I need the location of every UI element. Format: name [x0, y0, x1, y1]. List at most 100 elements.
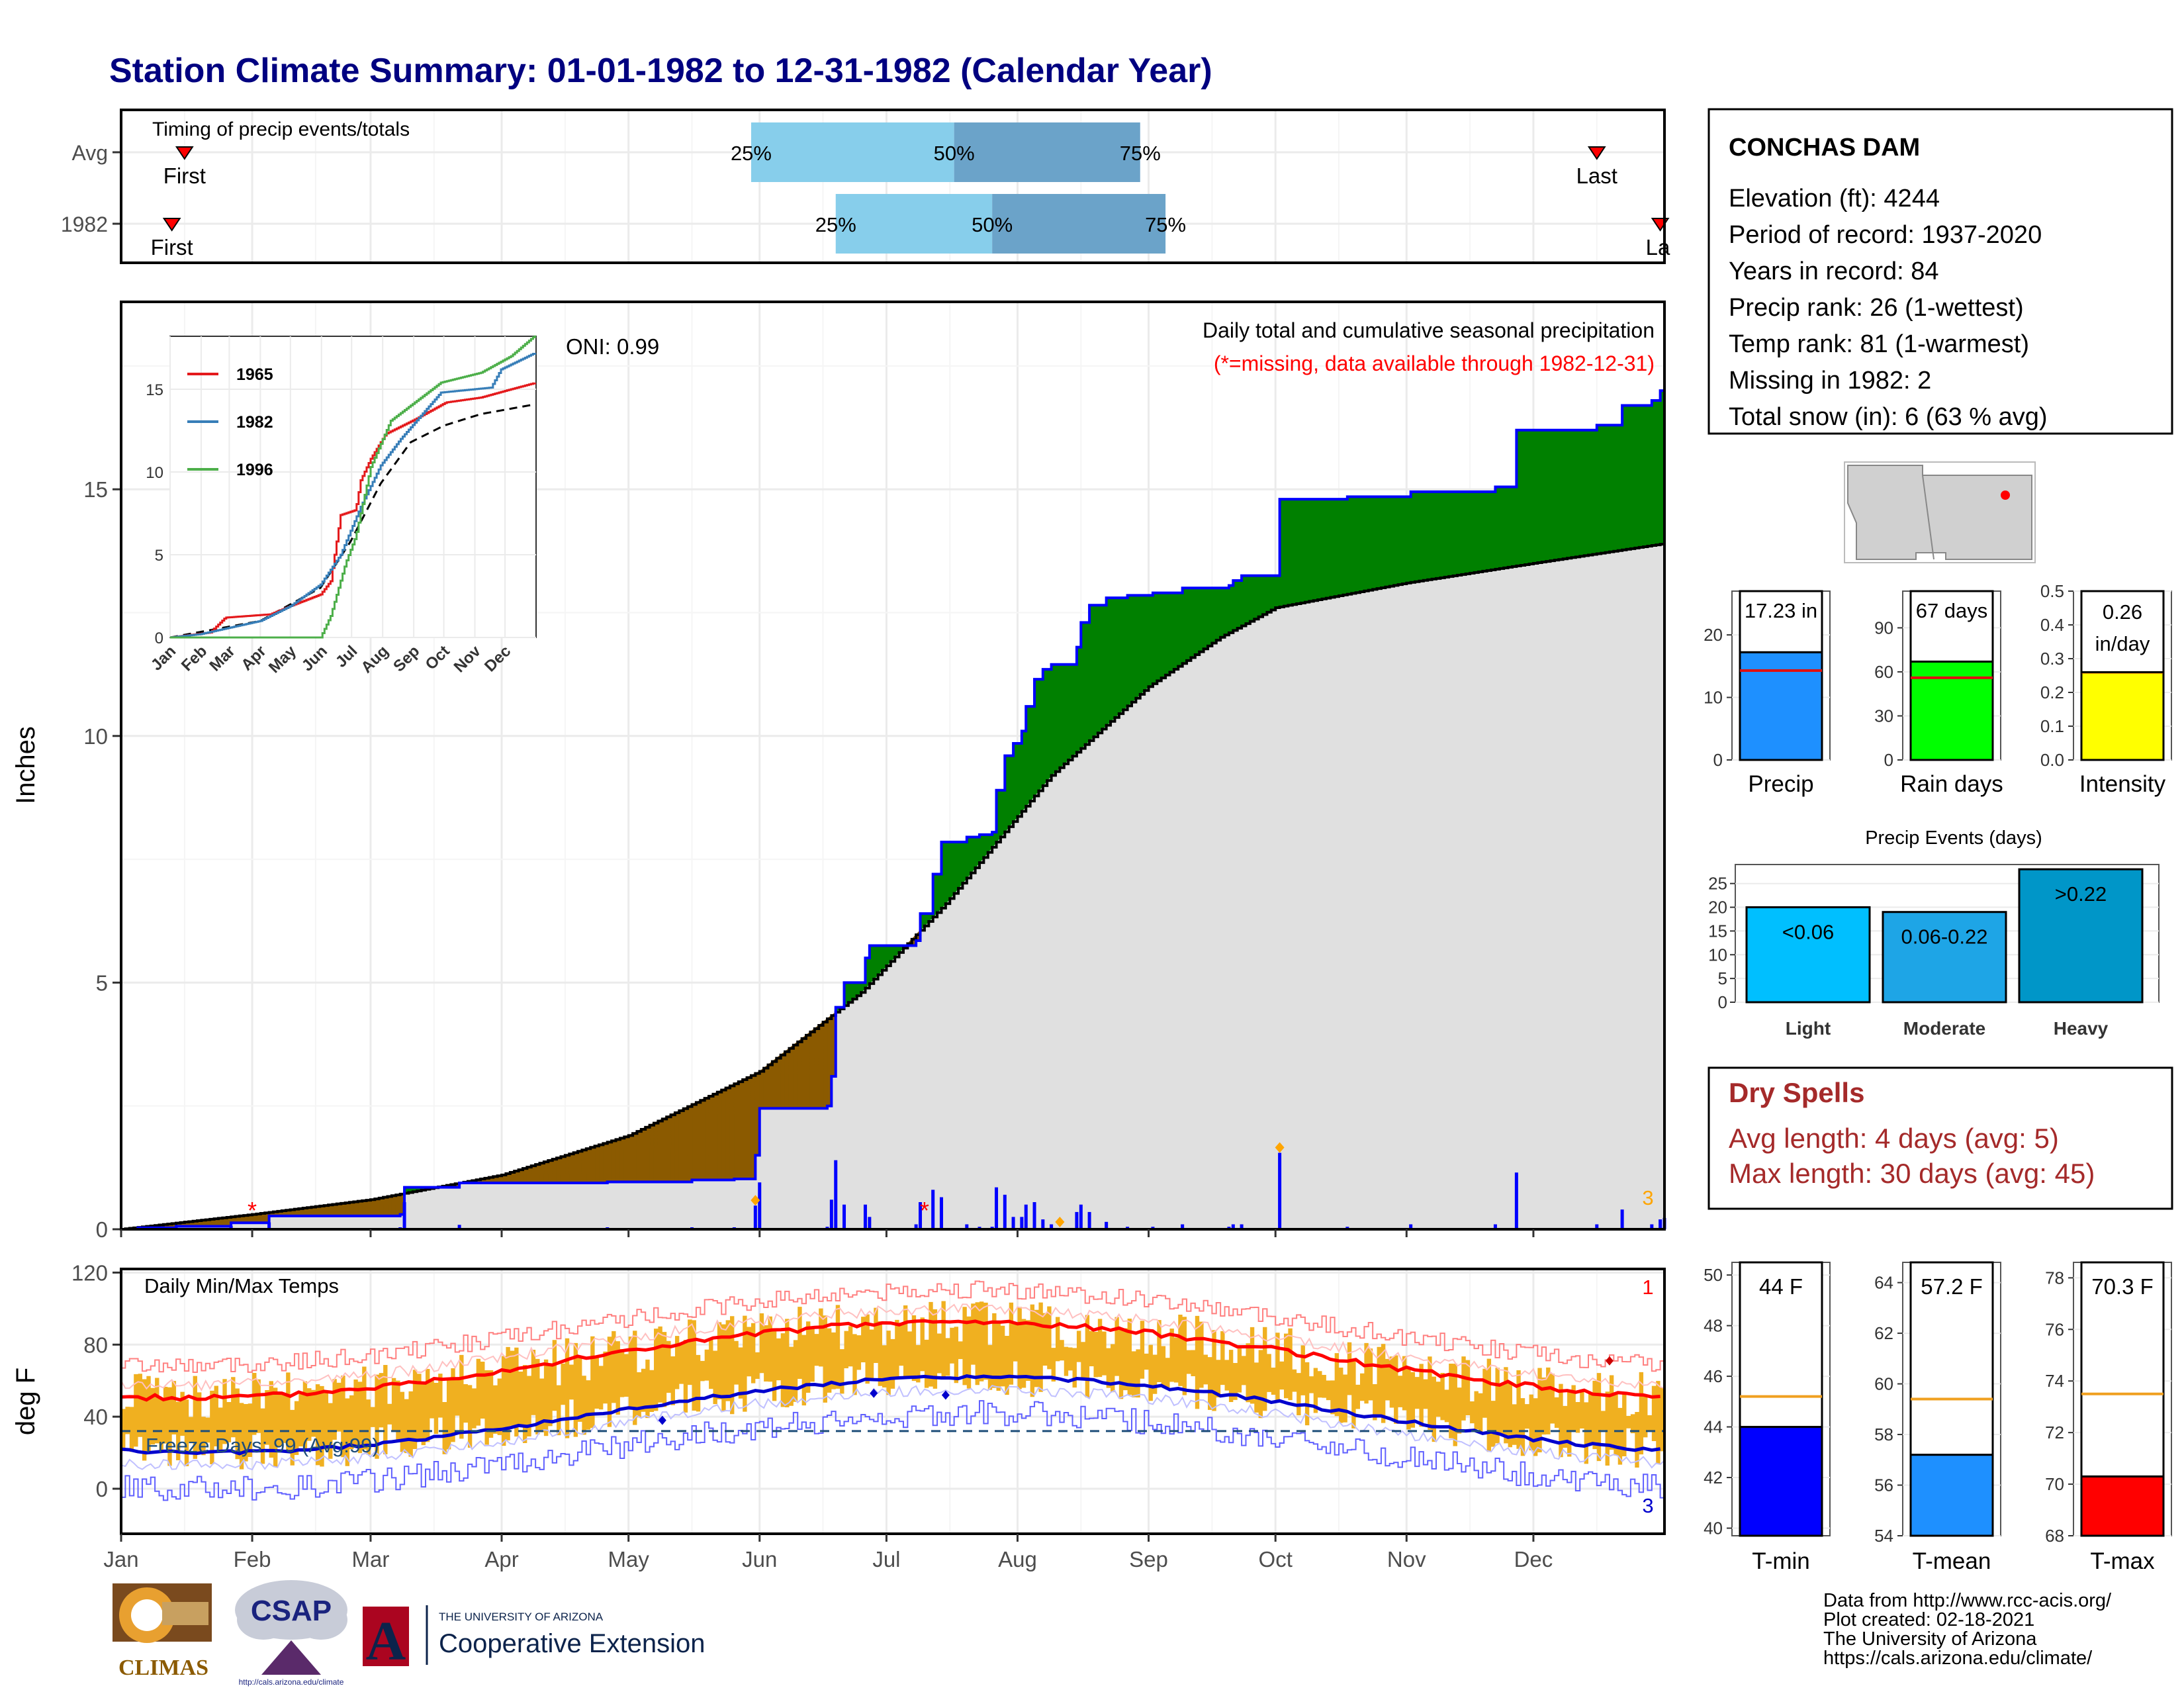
- month-label: Mar: [352, 1547, 390, 1571]
- month-label: May: [608, 1547, 650, 1571]
- record-low-marker: [941, 1390, 950, 1400]
- timing-first-marker: [175, 146, 194, 160]
- climas-logo: CLIMAS: [113, 1583, 212, 1680]
- summary-y-tick-label: 0.2: [2040, 682, 2064, 702]
- daily-precip-bar: [829, 1199, 833, 1229]
- inset-series-line-1965: [170, 382, 536, 639]
- inset-legend-label: 1996: [236, 461, 273, 479]
- record-low-marker: [658, 1415, 666, 1425]
- daily-precip-bar: [1181, 1224, 1185, 1229]
- avg-cumulative-line: [121, 543, 1666, 1231]
- record-max-line: [121, 1280, 1665, 1374]
- page-title: Station Climate Summary: 01-01-1982 to 1…: [109, 52, 1212, 90]
- locator-map: [1844, 461, 2036, 563]
- summary-y-tick-label: 60: [1874, 662, 1893, 682]
- temp-summary-y-tick-label: 54: [1874, 1526, 1893, 1546]
- freeze-days-label: Freeze Days: 99 (Avg:99): [146, 1434, 379, 1457]
- station-line-snow: Total snow (in): 6 (63 % avg): [1729, 403, 2048, 431]
- events-title: Precip Events (days): [1865, 827, 2042, 849]
- dry-spells-avg: Avg length: 4 days (avg: 5): [1729, 1123, 2059, 1154]
- events-bar-light: [1745, 906, 1871, 1004]
- daily-precip-bar: [457, 1225, 461, 1229]
- summary-value-label: 0.26: [2103, 600, 2142, 624]
- summary-bars: 0 10 20 17.23 in Precip 0 30 60 90 67 days Rain da…: [1704, 581, 2172, 797]
- summary-value-label: 67 days: [1916, 599, 1988, 622]
- ua-small-text: THE UNIVERSITY OF ARIZONA: [439, 1611, 604, 1623]
- temp-summary-y-tick-label: 68: [2045, 1526, 2064, 1546]
- daily-precip-bar: [1079, 1204, 1083, 1229]
- climas-logo-text: CLIMAS: [118, 1656, 208, 1680]
- daily-precip-bar: [834, 1160, 838, 1229]
- timing-label-25: 25%: [731, 142, 772, 165]
- daily-precip-bar: [402, 1202, 406, 1229]
- normal-max-band-line: [120, 1303, 1665, 1391]
- temp-summary-category-label: T-max: [2090, 1548, 2155, 1574]
- temp-summary-y-tick-label: 60: [1874, 1374, 1893, 1394]
- precip-y-tick-label: 0: [96, 1217, 108, 1242]
- temp-summary-y-tick-label: 40: [1704, 1519, 1723, 1538]
- temp-summary-y-tick-label: 78: [2045, 1268, 2064, 1288]
- daily-precip-bar: [914, 1224, 918, 1229]
- inset-plot-area: [169, 336, 537, 638]
- daily-precip-bar: [863, 1204, 867, 1229]
- temp-summary-y-tick-label: 58: [1874, 1425, 1893, 1444]
- inset-legend-label: 1982: [236, 413, 273, 432]
- average-min-temp-line: [120, 1374, 1661, 1456]
- record-high-marker: [1605, 1356, 1614, 1366]
- station-line-elevation: Elevation (ft): 4244: [1729, 185, 1940, 212]
- month-label: Dec: [1514, 1547, 1553, 1571]
- daily-precip-bar: [1011, 1217, 1015, 1229]
- missing-data-marker: *: [248, 1197, 257, 1224]
- daily-precip-bar: [1050, 1224, 1054, 1229]
- temp-y-tick-label: 0: [96, 1477, 108, 1501]
- events-y-tick-label: 0: [1718, 992, 1727, 1012]
- events-y-tick-label: 15: [1708, 921, 1727, 941]
- daily-precip-bar: [1024, 1204, 1028, 1229]
- timing-box-25-50: [751, 122, 954, 182]
- summary-label-box: [1909, 590, 1994, 663]
- timing-row-label: Avg: [71, 141, 108, 165]
- oni-label: ONI: 0.99: [566, 334, 659, 359]
- events-y-tick-label: 5: [1718, 968, 1727, 988]
- temp-summary-value-label: 70.3 F: [2091, 1274, 2154, 1299]
- station-line-missing: Missing in 1982: 2: [1729, 367, 1931, 395]
- temp-summary-y-tick-label: 48: [1704, 1316, 1723, 1336]
- daily-precip-bar: [1409, 1224, 1413, 1229]
- inset-y-tick-label: 15: [146, 381, 163, 399]
- daily-precip-bar: [919, 1202, 923, 1229]
- summary-category-label: Intensity: [2079, 771, 2166, 797]
- temp-record-high-count: 1: [1642, 1276, 1653, 1299]
- events-bar-moderate: [1882, 911, 2007, 1004]
- credit-data-source: Data from http://www.rcc-acis.org/: [1823, 1590, 2112, 1611]
- month-label: Jun: [742, 1547, 777, 1571]
- daily-precip-bar: [931, 1190, 935, 1229]
- temp-summary-y-tick-label: 56: [1874, 1476, 1893, 1495]
- precip-y-tick-label: 10: [83, 724, 108, 749]
- timing-first-label: First: [151, 235, 193, 259]
- csap-logo: CSAP http://cals.arizona.edu/climate: [235, 1580, 347, 1687]
- temp-summary-bar: [1909, 1454, 1994, 1537]
- station-line-temp-rank: Temp rank: 81 (1-warmest): [1729, 330, 2029, 358]
- temp-panel-title: Daily Min/Max Temps: [144, 1274, 339, 1297]
- summary-category-label: Precip: [1748, 771, 1813, 797]
- daily-precip-bar: [1595, 1224, 1599, 1229]
- station-line-years: Years in record: 84: [1729, 258, 1939, 285]
- timing-first-label: First: [163, 164, 206, 188]
- inset-y-tick-label: 0: [155, 630, 163, 647]
- inset-average-line: [169, 403, 535, 639]
- station-line-period: Period of record: 1937-2020: [1729, 221, 2042, 249]
- timing-label-75: 75%: [1145, 213, 1186, 236]
- temp-summary-y-tick-label: 76: [2045, 1319, 2064, 1339]
- summary-label-box: [2080, 590, 2165, 673]
- credit-plot-created: Plot created: 02-18-2021: [1823, 1609, 2034, 1630]
- summary-bar: [2080, 671, 2165, 761]
- month-label: Aug: [998, 1547, 1037, 1571]
- temp-summary-label-box: [1739, 1261, 1823, 1429]
- month-label: Jul: [872, 1547, 900, 1571]
- daily-precip-bar: [758, 1182, 762, 1229]
- timing-title: Timing of precip events/totals: [152, 118, 410, 140]
- dry-spells-title: Dry Spells: [1729, 1077, 1864, 1108]
- normal-min-band-line: [120, 1384, 1665, 1471]
- summary-y-tick-label: 0.4: [2040, 615, 2064, 635]
